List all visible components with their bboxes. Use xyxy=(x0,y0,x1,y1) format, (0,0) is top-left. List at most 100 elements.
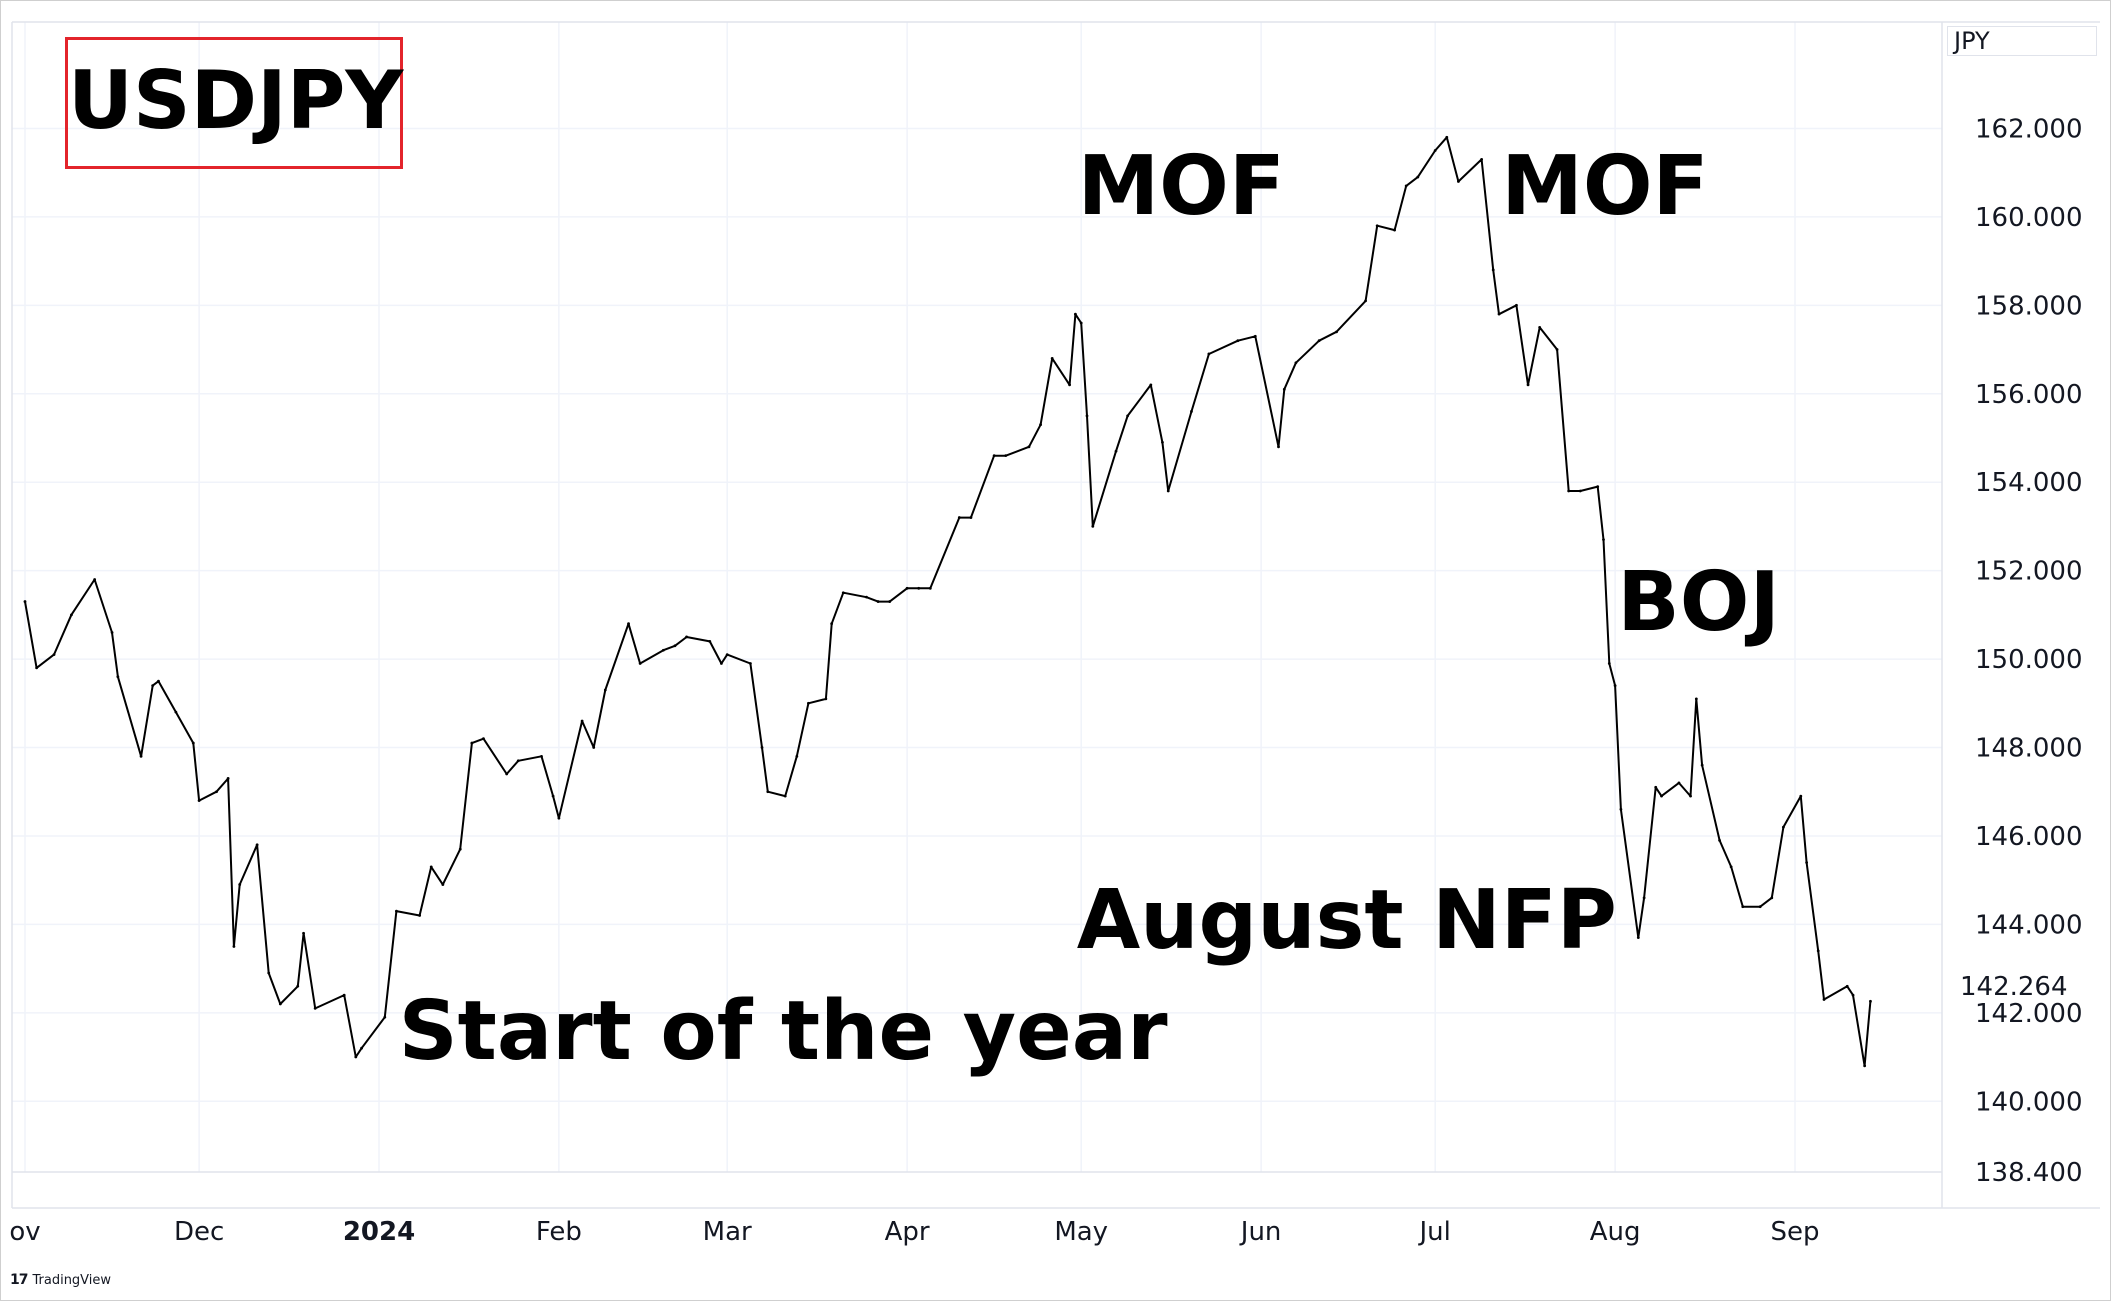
price-point xyxy=(1364,299,1367,303)
price-point xyxy=(1277,445,1280,449)
price-point xyxy=(1317,339,1321,343)
x-tick-label[interactable]: Feb xyxy=(536,1217,582,1247)
price-point xyxy=(267,971,271,975)
x-tick-label[interactable]: Jul xyxy=(1418,1217,1451,1247)
price-point xyxy=(1596,485,1600,489)
attribution[interactable]: 17 TradingView xyxy=(10,1272,111,1288)
price-point xyxy=(174,710,178,714)
x-tick-label[interactable]: 2024 xyxy=(343,1217,415,1247)
price-point xyxy=(1079,321,1083,325)
price-point xyxy=(1869,999,1872,1003)
price-point xyxy=(685,635,688,639)
price-point xyxy=(1433,149,1437,152)
price-point xyxy=(1677,781,1681,785)
x-tick-label[interactable]: Sep xyxy=(1770,1217,1819,1247)
price-point xyxy=(1480,157,1484,161)
price-point xyxy=(1741,905,1745,909)
tradingview-logo-icon: 17 xyxy=(10,1272,29,1288)
y-tick-label: 154.000 xyxy=(1975,468,2083,498)
price-point xyxy=(1457,180,1460,183)
x-tick-label[interactable]: Dec xyxy=(174,1217,224,1247)
price-point xyxy=(1161,440,1164,444)
price-point xyxy=(151,684,155,687)
y-tick-label: 138.400 xyxy=(1975,1158,2083,1188)
price-point xyxy=(673,644,677,648)
y-tick-label: 150.000 xyxy=(1975,645,2083,675)
price-point xyxy=(749,662,752,665)
annotation-label: BOJ xyxy=(1617,554,1780,650)
price-point xyxy=(1660,794,1663,798)
price-point xyxy=(1642,896,1646,900)
price-point xyxy=(1538,326,1542,329)
annotation-label: MOF xyxy=(1077,139,1285,235)
price-point xyxy=(1149,383,1153,387)
price-point xyxy=(1404,184,1408,188)
last-price-label: 142.264 xyxy=(1958,972,2070,1002)
price-point xyxy=(302,931,305,935)
price-point xyxy=(1114,449,1118,453)
attribution-text: TradingView xyxy=(32,1272,112,1288)
price-point xyxy=(1393,228,1396,232)
price-point xyxy=(830,622,834,626)
price-point xyxy=(1004,454,1008,458)
currency-label[interactable]: JPY xyxy=(1947,26,2097,56)
price-point xyxy=(313,1006,317,1010)
price-point xyxy=(1729,865,1733,869)
y-tick-label: 140.000 xyxy=(1975,1087,2083,1117)
price-point xyxy=(52,653,56,657)
x-tick-label[interactable]: Jun xyxy=(1239,1217,1282,1247)
y-tick-label: 158.000 xyxy=(1975,291,2083,321)
price-point xyxy=(1602,538,1605,542)
price-point xyxy=(551,794,555,798)
price-point xyxy=(441,883,445,886)
price-point xyxy=(1822,998,1826,1001)
x-tick-label[interactable]: Apr xyxy=(885,1217,930,1247)
price-point xyxy=(1758,905,1762,909)
price-point xyxy=(1694,697,1698,701)
price-point xyxy=(1375,224,1379,228)
price-point xyxy=(1282,387,1286,391)
price-point xyxy=(917,586,921,590)
price-point xyxy=(1607,662,1611,665)
price-point xyxy=(1816,949,1820,953)
price-point xyxy=(215,790,218,794)
price-point xyxy=(1294,361,1298,365)
price-point xyxy=(418,914,422,917)
price-point xyxy=(1497,312,1501,316)
price-point xyxy=(1050,356,1054,360)
price-point xyxy=(482,737,485,741)
price-point xyxy=(93,578,97,581)
symbol-title: USDJPY xyxy=(68,54,404,147)
price-point xyxy=(23,600,27,603)
price-point xyxy=(110,631,114,634)
price-point xyxy=(725,653,729,657)
x-tick-label[interactable]: ov xyxy=(9,1217,40,1247)
x-tick-label[interactable]: Aug xyxy=(1590,1217,1641,1247)
annotation-label: MOF xyxy=(1501,139,1709,235)
y-tick-label: 156.000 xyxy=(1975,380,2083,410)
y-tick-label: 142.000 xyxy=(1975,999,2083,1029)
price-point xyxy=(342,993,346,997)
x-tick-label[interactable]: May xyxy=(1054,1217,1108,1247)
price-point xyxy=(1190,410,1193,413)
price-point xyxy=(1654,785,1658,789)
x-axis-ticks[interactable]: ov Dec 2024 Feb Mar Apr May Jun Jul Aug Sep xyxy=(9,1217,1819,1247)
price-point xyxy=(603,688,607,692)
price-point xyxy=(1253,334,1257,338)
price-point xyxy=(1515,303,1518,307)
price-point xyxy=(360,1046,363,1050)
price-point xyxy=(661,648,665,652)
price-point xyxy=(1770,896,1774,900)
price-point xyxy=(783,794,787,798)
price-point xyxy=(395,909,398,913)
y-tick-label: 162.000 xyxy=(1975,114,2083,144)
annotation-label: August NFP xyxy=(1076,873,1617,969)
price-series[interactable] xyxy=(23,135,1872,1068)
price-point xyxy=(1567,489,1571,493)
price-point xyxy=(470,741,474,745)
price-point xyxy=(458,847,462,851)
x-tick-label[interactable]: Mar xyxy=(703,1217,752,1247)
price-point xyxy=(157,679,160,683)
price-point xyxy=(969,516,973,519)
